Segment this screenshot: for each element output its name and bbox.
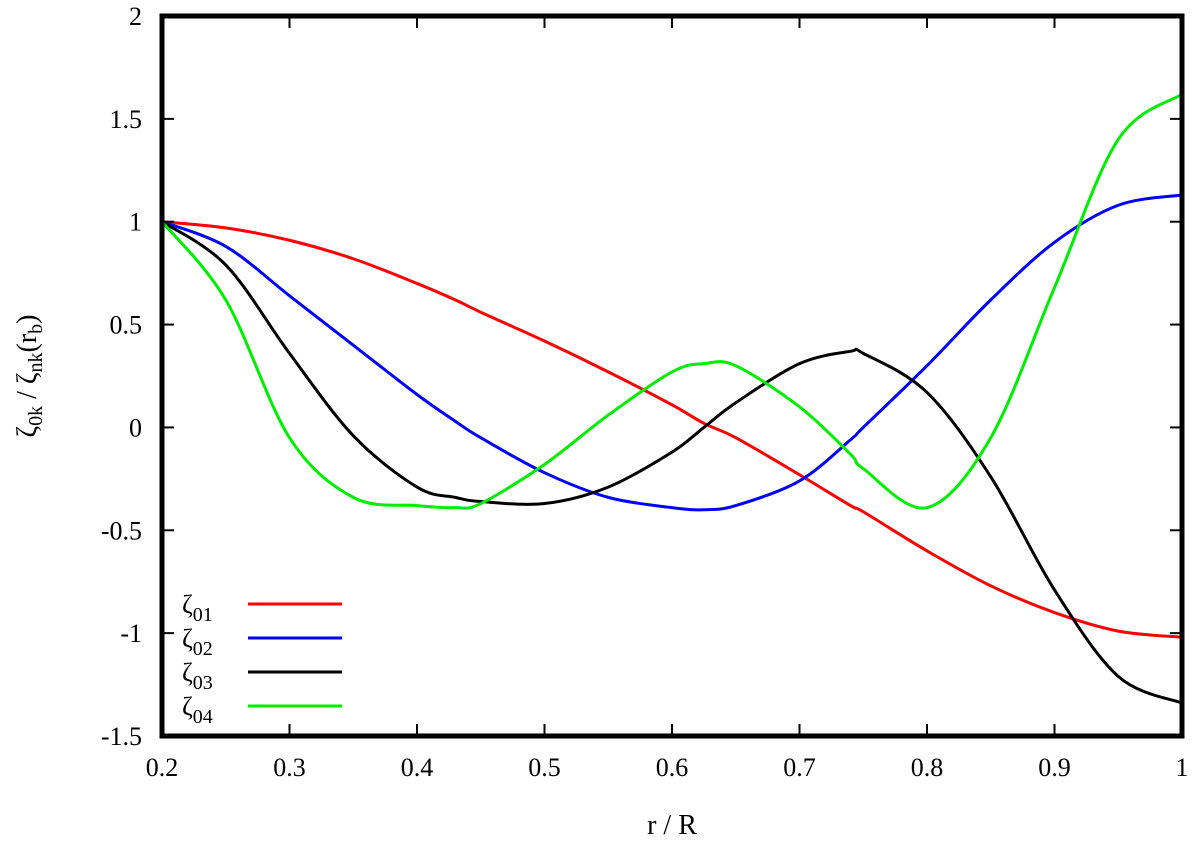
x-tick-label: 1 [1176, 753, 1189, 782]
y-axis-title-part2: / ζ [12, 373, 43, 406]
y-tick-label: 1.5 [110, 105, 143, 134]
y-tick-label: 2 [129, 2, 142, 31]
legend-label-symbol: ζ [182, 692, 193, 721]
x-tick-label: 0.2 [146, 753, 179, 782]
x-tick-label: 0.5 [528, 753, 561, 782]
y-tick-labels: -1.5 -1 -0.5 0 0.5 1 1.5 2 [101, 2, 142, 751]
series-line-01 [161, 220, 1183, 639]
x-tick-label: 0.8 [911, 753, 944, 782]
y-axis-title-part4: ) [12, 315, 43, 324]
y-tick-label: 1 [129, 208, 142, 237]
series-line-03 [161, 220, 1183, 705]
legend-label-symbol: ζ [182, 590, 193, 619]
series-layer [160, 92, 1183, 705]
series-line-04 [160, 92, 1183, 510]
y-tick-label: -0.5 [101, 516, 142, 545]
legend-label-subscript: 01 [193, 604, 213, 626]
x-tick-label: 0.6 [656, 753, 689, 782]
legend-label-symbol: ζ [182, 624, 193, 653]
legend-label-02: ζ02 [182, 624, 213, 660]
legend-label-04: ζ04 [182, 692, 213, 728]
x-tick-label: 0.4 [401, 753, 434, 782]
legend-label-subscript: 03 [193, 672, 213, 694]
x-tick-label: 0.9 [1038, 753, 1071, 782]
series-line-02 [161, 193, 1183, 512]
y-axis-title-part3: (r [12, 333, 43, 352]
y-tick-label: -1 [120, 619, 142, 648]
legend-label-subscript: 02 [193, 638, 213, 660]
y-axis-title-part3-sub: b [25, 324, 47, 334]
legend-label-subscript: 04 [193, 706, 213, 728]
x-axis-title: r / R [647, 810, 697, 841]
y-axis-title-part1-sub: 0k [25, 406, 47, 426]
x-tick-label: 0.7 [783, 753, 816, 782]
x-tick-label: 0.3 [273, 753, 306, 782]
ticks-layer [161, 15, 1183, 737]
legend-label-symbol: ζ [182, 658, 193, 687]
x-tick-labels: 0.2 0.3 0.4 0.5 0.6 0.7 0.8 0.9 1 [146, 753, 1189, 782]
y-tick-label: 0 [129, 413, 142, 442]
y-axis-title: ζ0k / ζnk(rb) [12, 315, 47, 438]
legend-label-01: ζ01 [182, 590, 213, 626]
legend-label-03: ζ03 [182, 658, 213, 694]
y-tick-label: 0.5 [110, 311, 143, 340]
y-axis-title-part1: ζ [12, 426, 43, 438]
y-tick-label: -1.5 [101, 722, 142, 751]
y-axis-title-part2-sub: nk [25, 353, 47, 373]
